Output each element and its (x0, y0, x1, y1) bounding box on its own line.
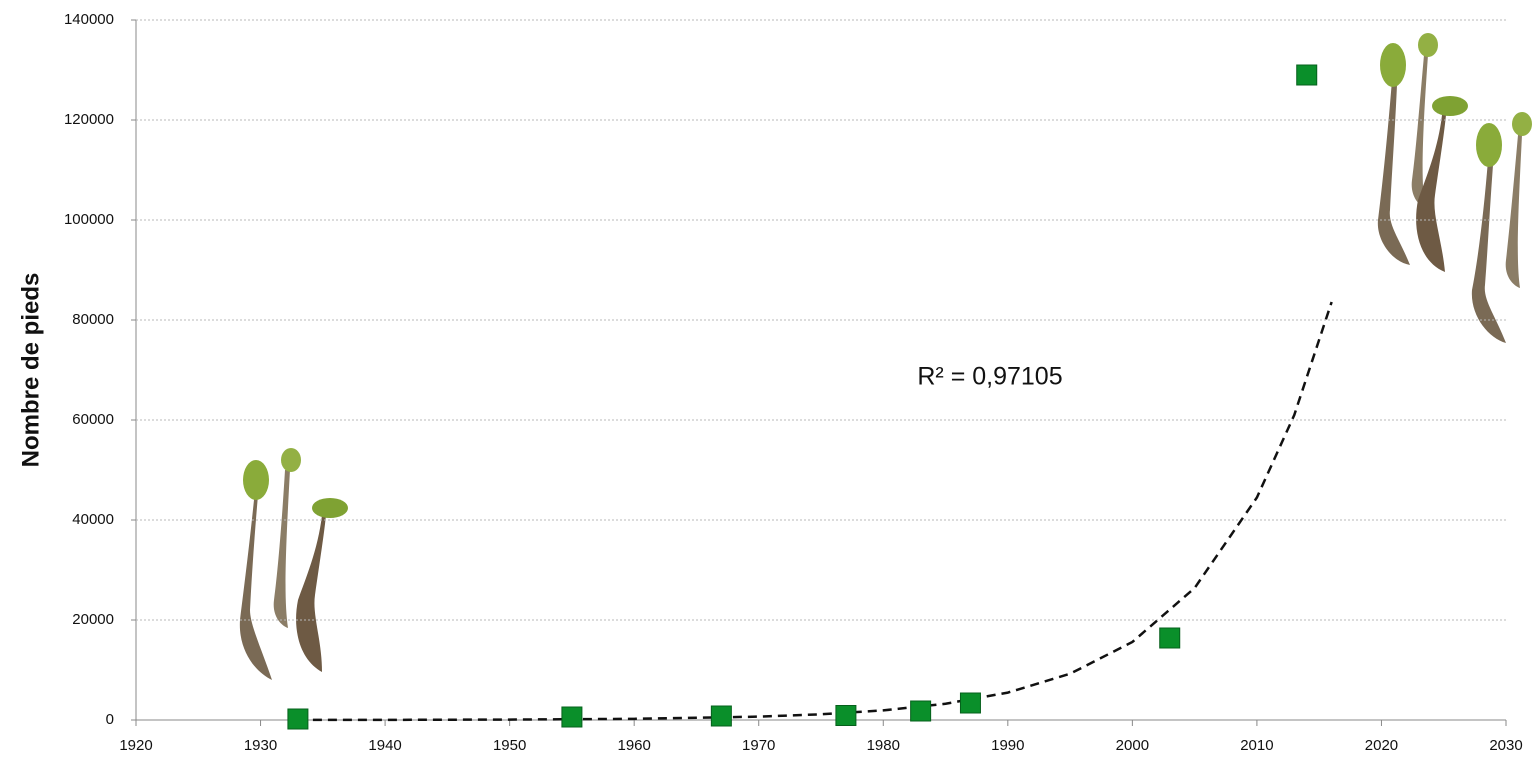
plant-illustration (239, 448, 348, 680)
trendline (297, 301, 1333, 722)
y-tick-label: 0 (106, 711, 114, 728)
y-tick-label: 80000 (72, 311, 114, 328)
data-point (1296, 64, 1318, 86)
plant-illustration (1377, 33, 1532, 343)
y-axis-label: Nombre de pieds (17, 273, 44, 468)
x-tick-label: 1990 (991, 737, 1024, 754)
y-tick-label: 20000 (72, 611, 114, 628)
data-point (1159, 627, 1181, 649)
x-tick-label: 1930 (244, 737, 277, 754)
x-tick-label: 1980 (867, 737, 900, 754)
x-tick-label: 2010 (1240, 737, 1273, 754)
data-point (910, 700, 932, 722)
y-tick-label: 60000 (72, 411, 114, 428)
x-tick-label: 2000 (1116, 737, 1149, 754)
data-point (561, 706, 583, 728)
y-tick-label: 140000 (64, 11, 114, 28)
data-point (287, 708, 309, 730)
x-tick-label: 1950 (493, 737, 526, 754)
x-tick-label: 2020 (1365, 737, 1398, 754)
data-point (835, 705, 857, 726)
data-point (959, 692, 981, 714)
x-tick-label: 2030 (1489, 737, 1522, 754)
y-tick-label: 40000 (72, 511, 114, 528)
x-tick-label: 1960 (617, 737, 650, 754)
x-tick-label: 1920 (119, 737, 152, 754)
x-tick-label: 1940 (368, 737, 401, 754)
r-squared-annotation: R² = 0,97105 (917, 363, 1062, 391)
data-point (710, 705, 732, 727)
x-tick-label: 1970 (742, 737, 775, 754)
y-tick-label: 120000 (64, 111, 114, 128)
y-tick-label: 100000 (64, 211, 114, 228)
